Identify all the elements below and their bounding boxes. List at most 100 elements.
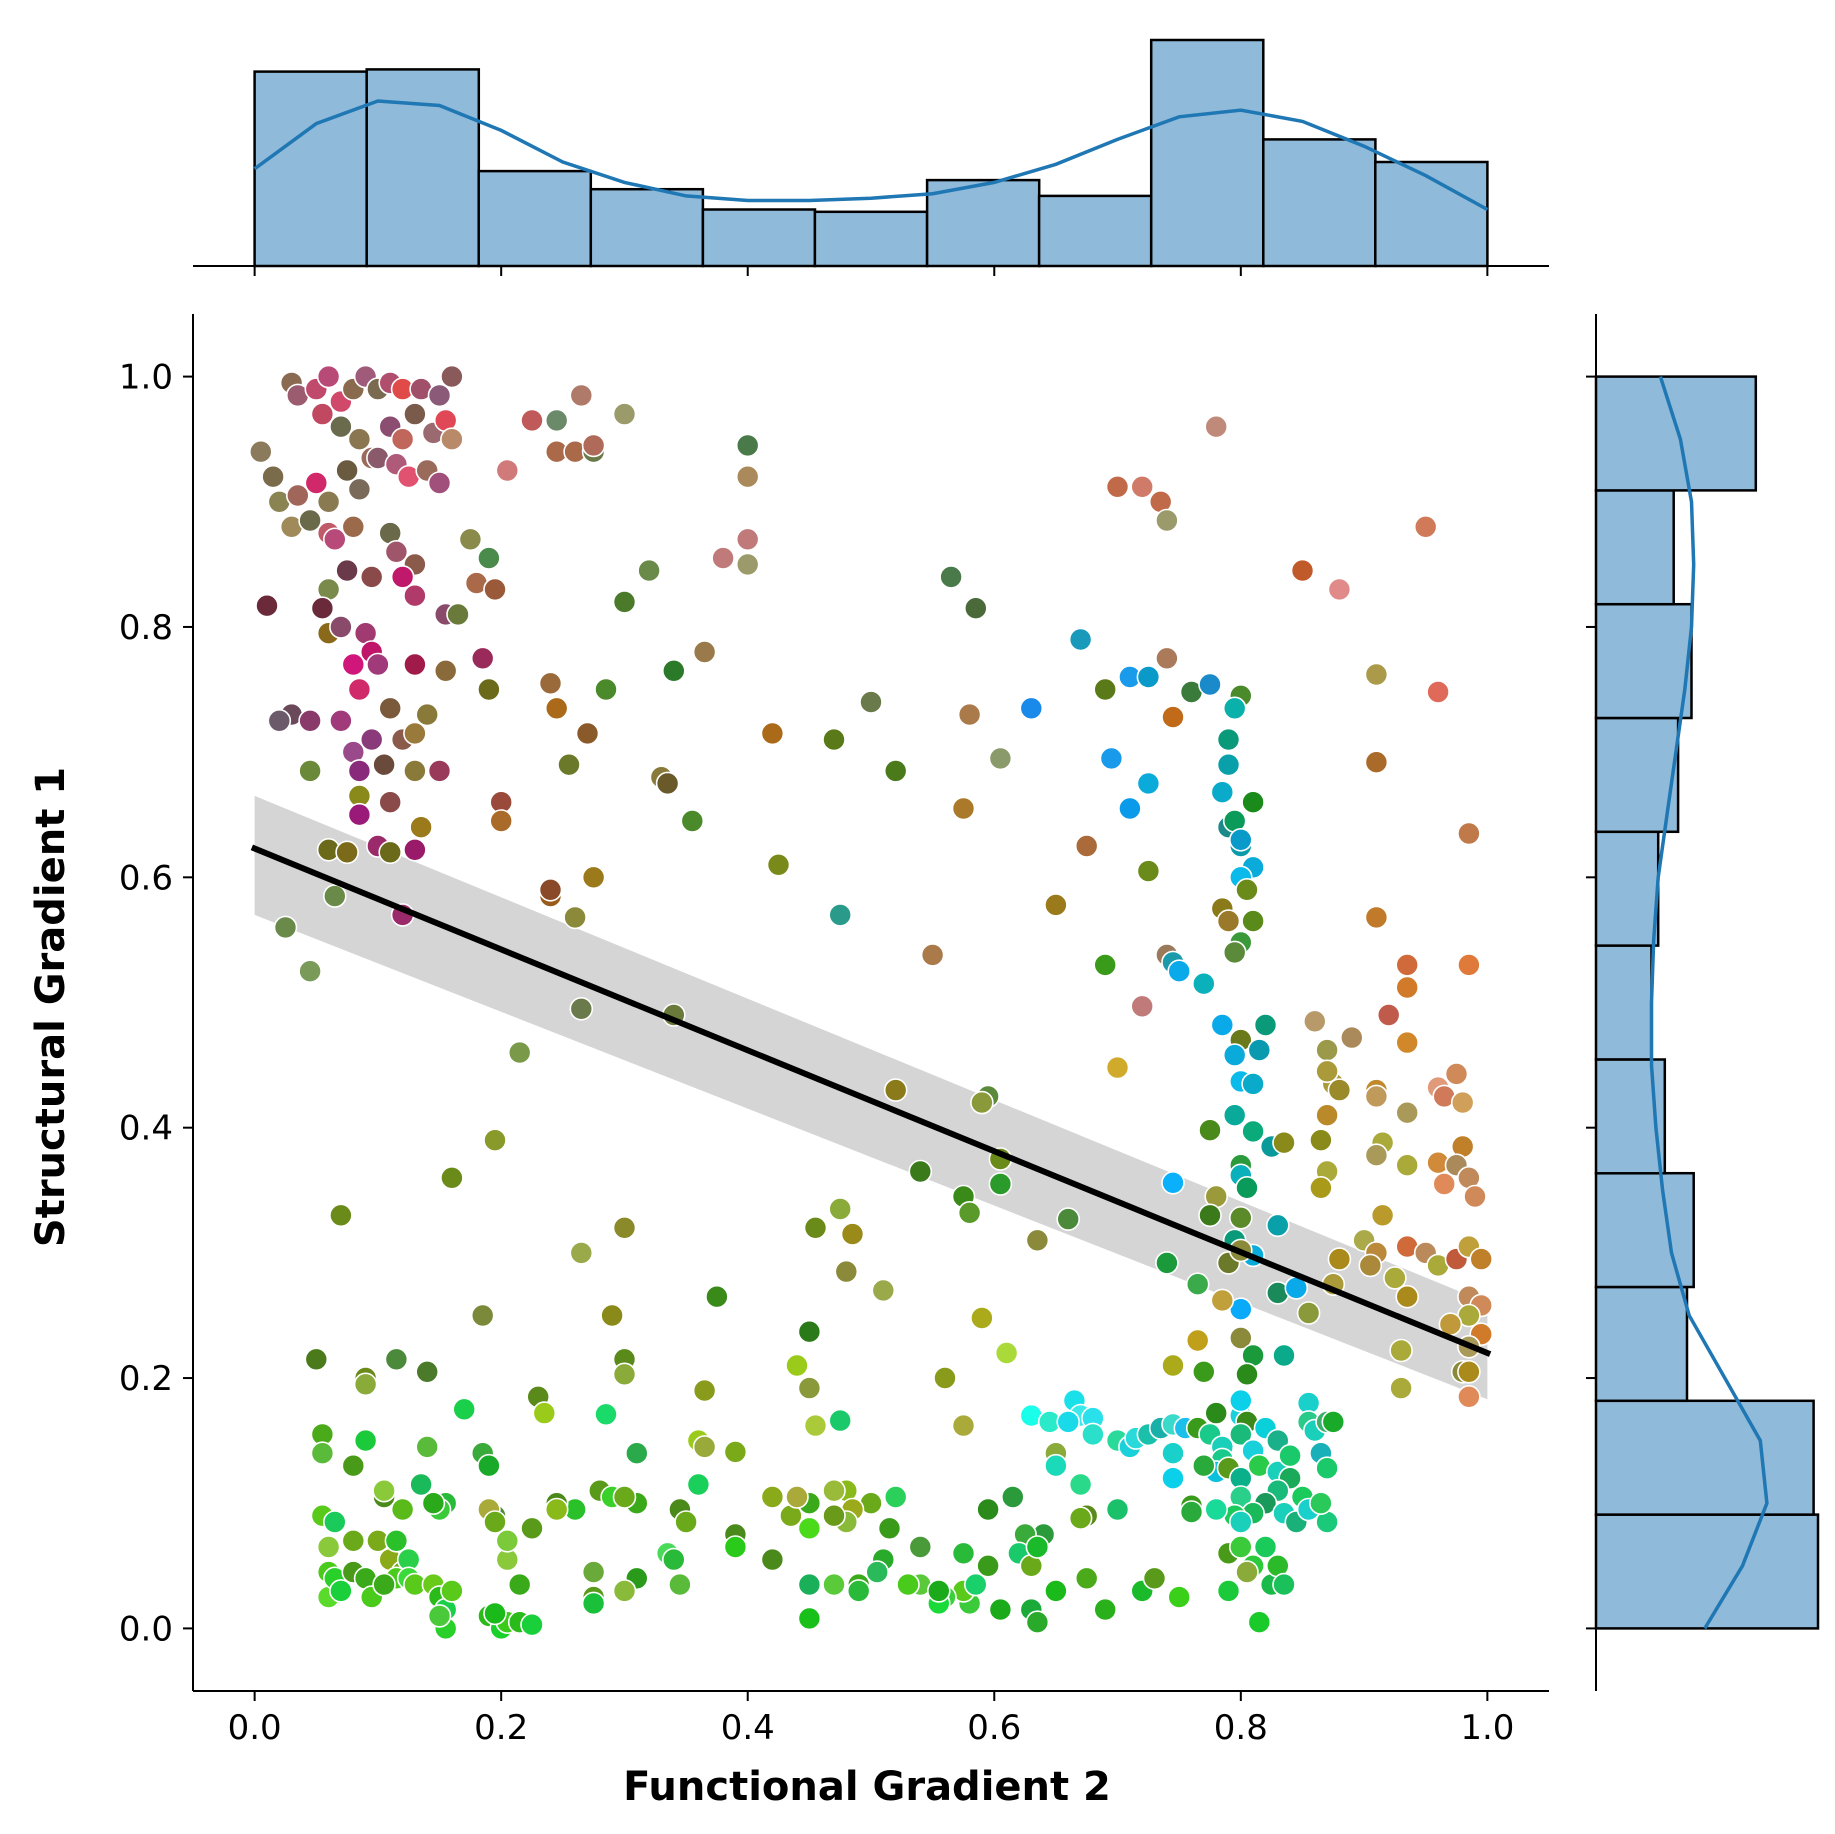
scatter-point-333	[1056, 1207, 1080, 1231]
scatter-point-260	[1364, 1143, 1389, 1167]
scatter-point-161	[1364, 750, 1389, 775]
scatter-point-363	[1192, 1453, 1216, 1478]
scatter-point-422	[877, 1516, 902, 1541]
scatter-point-241	[1229, 1326, 1253, 1350]
scatter-point-298	[612, 1216, 637, 1240]
scatter-point-162	[1457, 821, 1481, 846]
scatter-point-1	[261, 464, 285, 489]
scatter-point-177	[1136, 665, 1161, 689]
scatter-point-211	[1253, 1013, 1278, 1037]
scatter-point-460	[507, 1572, 532, 1597]
scatter-point-531	[1247, 1610, 1272, 1634]
scatter-point-247	[1192, 1360, 1216, 1384]
scatter-point-499	[384, 1529, 409, 1553]
scatter-point-270	[1370, 1203, 1395, 1228]
top-marginal-histogram	[193, 38, 1549, 268]
scatter-point-397	[1179, 1500, 1204, 1524]
scatter-point-487	[322, 1510, 347, 1534]
scatter-point-5	[316, 364, 341, 389]
scatter-point-394	[1229, 1510, 1253, 1534]
scatter-point-46	[335, 558, 359, 583]
scatter-point-252	[1315, 1103, 1339, 1127]
scatter-point-117	[538, 671, 563, 696]
y-tick-label: 1.0	[119, 358, 173, 398]
x-tick-label: 0.4	[721, 1708, 775, 1748]
scatter-point-132	[766, 852, 791, 877]
scatter-point-465	[483, 1510, 507, 1534]
scatter-point-304	[612, 1362, 637, 1387]
scatter-point-346	[1044, 1453, 1068, 1478]
scatter-point-159	[1364, 662, 1389, 687]
scatter-point-156	[1290, 558, 1315, 583]
scatter-point-485	[310, 1441, 335, 1465]
scatter-point-481	[372, 1478, 396, 1503]
scatter-point-209	[1192, 971, 1216, 996]
scatter-point-163	[1364, 905, 1389, 930]
scatter-point-79	[372, 752, 396, 777]
scatter-point-521	[1142, 1566, 1167, 1591]
scatter-point-30	[347, 477, 372, 502]
scatter-point-395	[1204, 1497, 1228, 1522]
scatter-point-476	[421, 1491, 446, 1515]
scatter-point-205	[1093, 953, 1117, 977]
scatter-point-528	[1253, 1535, 1278, 1559]
scatter-point-113	[612, 590, 637, 614]
scatter-point-282	[1395, 1284, 1419, 1309]
scatter-point-477	[409, 1472, 433, 1497]
scatter-point-478	[415, 1435, 440, 1459]
scatter-point-472	[520, 1612, 544, 1637]
y-axis-label: Structural Gradient 1	[28, 767, 74, 1247]
scatter-point-435	[760, 1485, 785, 1509]
scatter-point-190	[1210, 780, 1235, 805]
scatter-point-136	[939, 565, 963, 589]
y-tick-label: 0.8	[119, 608, 173, 648]
scatter-point-398	[1105, 1497, 1130, 1522]
scatter-point-295	[483, 1128, 507, 1152]
scatter-point-103	[569, 383, 594, 408]
scatter-point-383	[1315, 1456, 1339, 1480]
scatter-point-342	[1056, 1410, 1080, 1434]
right-histogram-bar	[1594, 944, 1653, 1061]
scatter-point-279	[1327, 1247, 1352, 1271]
scatter-point-440	[686, 1472, 711, 1497]
scatter-point-92	[322, 884, 347, 908]
scatter-point-90	[335, 840, 359, 865]
scatter-point-174	[1105, 1055, 1130, 1080]
scatter-point-188	[1118, 796, 1142, 821]
scatter-point-166	[1395, 975, 1419, 1000]
scatter-point-404	[976, 1497, 1000, 1522]
scatter-point-126	[581, 865, 606, 890]
scatter-point-366	[1229, 1388, 1253, 1413]
scatter-point-0	[248, 439, 273, 464]
regression-line-layer	[250, 844, 1492, 1357]
scatter-point-200	[1216, 909, 1241, 933]
scatter-point-324	[594, 1402, 618, 1427]
scatter-point-201	[1241, 909, 1265, 933]
scatter-point-306	[384, 1347, 409, 1372]
x-tick-label: 0.8	[1214, 1708, 1268, 1748]
scatter-point-263	[1432, 1172, 1456, 1196]
scatter-point-315	[797, 1319, 822, 1344]
scatter-point-167	[1376, 1003, 1401, 1027]
scatter-point-431	[822, 1503, 846, 1528]
scatter-point-109	[711, 546, 735, 570]
scatter-point-533	[1309, 1491, 1333, 1515]
scatter-point-334	[970, 1306, 994, 1330]
scatter-point-248	[1315, 1059, 1339, 1084]
scatter-point-112	[637, 558, 661, 583]
main-axes	[192, 314, 1549, 1692]
top-histogram-bar	[1037, 194, 1153, 268]
scatter-point-56	[366, 652, 390, 677]
scatter-point-58	[403, 652, 427, 677]
scatter-point-425	[883, 1485, 908, 1509]
scatter-point-246	[1161, 1353, 1185, 1378]
scatter-point-28	[316, 489, 341, 514]
scatter-point-141	[1019, 696, 1044, 721]
scatter-point-244	[1235, 1362, 1259, 1387]
scatter-point-182	[1198, 672, 1222, 697]
scatter-point-517	[896, 1572, 920, 1597]
scatter-point-253	[1395, 1100, 1419, 1125]
scatter-point-221	[1272, 1130, 1296, 1155]
scatter-point-400	[1068, 1506, 1093, 1530]
scatter-point-24	[440, 427, 464, 452]
